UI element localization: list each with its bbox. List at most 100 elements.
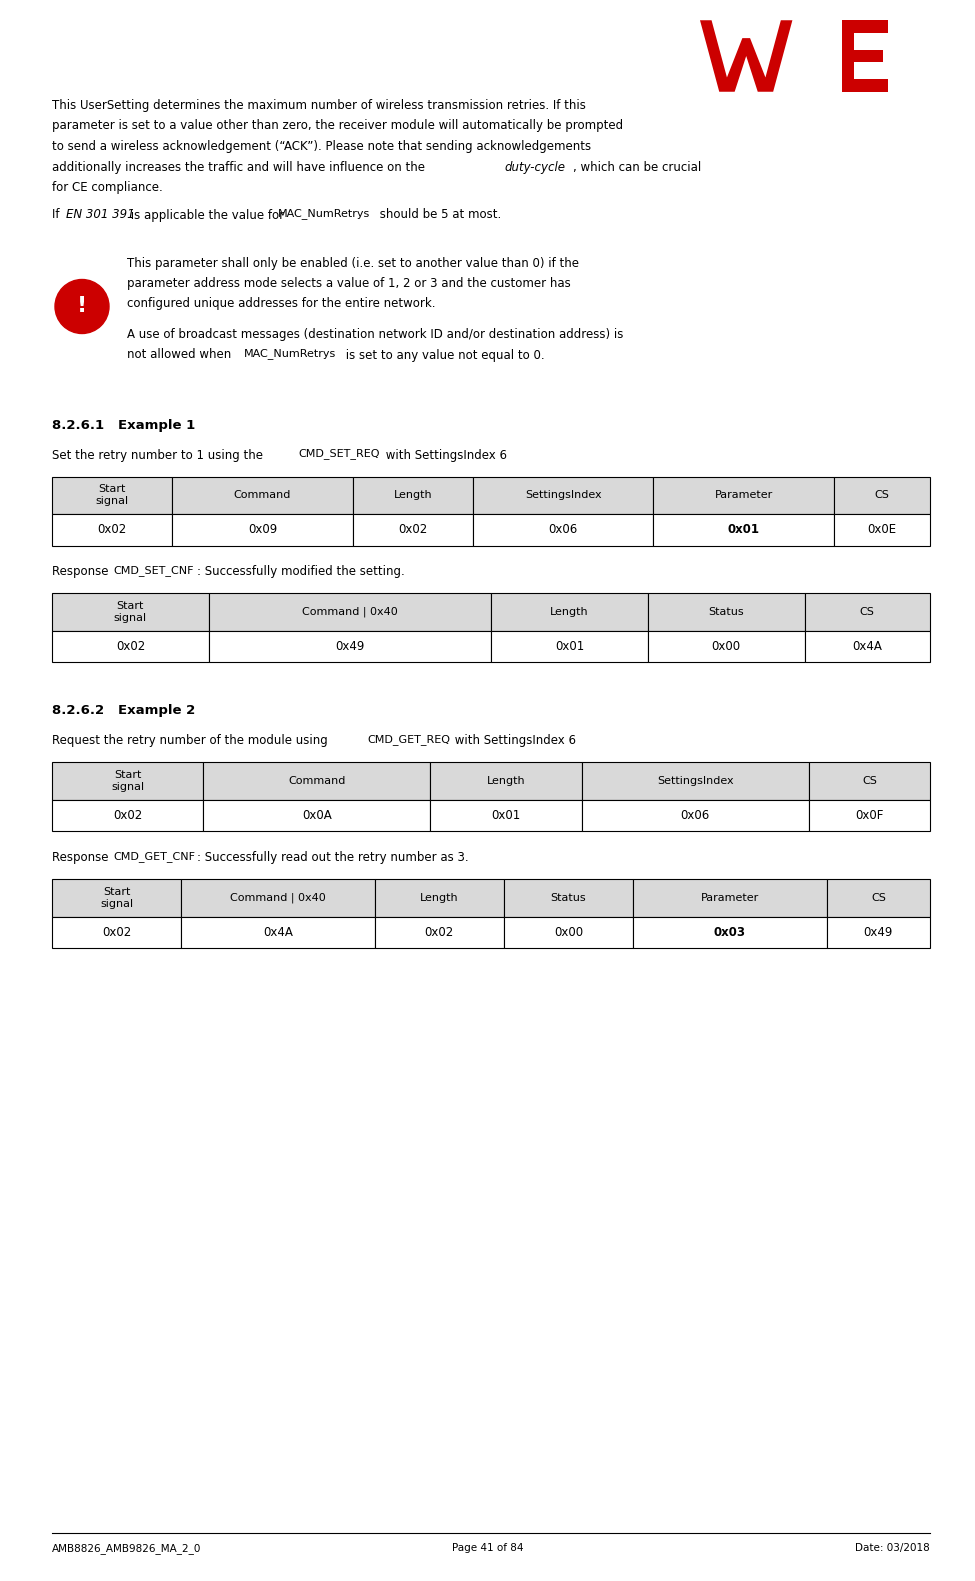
FancyBboxPatch shape [173, 514, 353, 545]
FancyBboxPatch shape [52, 476, 173, 514]
FancyBboxPatch shape [353, 514, 473, 545]
Text: is applicable the value for: is applicable the value for [127, 209, 288, 221]
FancyBboxPatch shape [52, 514, 173, 545]
Text: 0x4A: 0x4A [263, 926, 292, 939]
FancyBboxPatch shape [473, 476, 653, 514]
FancyBboxPatch shape [204, 762, 430, 800]
Text: CMD_SET_CNF: CMD_SET_CNF [114, 566, 194, 577]
FancyBboxPatch shape [52, 631, 209, 662]
Text: This parameter shall only be enabled (i.e. set to another value than 0) if the: This parameter shall only be enabled (i.… [127, 256, 579, 269]
Text: 0x49: 0x49 [864, 926, 893, 939]
FancyBboxPatch shape [52, 917, 181, 949]
FancyBboxPatch shape [582, 762, 809, 800]
FancyBboxPatch shape [173, 476, 353, 514]
Text: AMB8826_AMB9826_MA_2_0: AMB8826_AMB9826_MA_2_0 [52, 1543, 202, 1554]
FancyBboxPatch shape [430, 800, 582, 832]
Text: MAC_NumRetrys: MAC_NumRetrys [278, 209, 370, 220]
Text: Start
signal: Start signal [96, 484, 129, 506]
FancyBboxPatch shape [430, 762, 582, 800]
Text: Start
signal: Start signal [100, 887, 134, 909]
Text: 0x03: 0x03 [714, 926, 746, 939]
Text: SettingsIndex: SettingsIndex [525, 490, 602, 500]
FancyBboxPatch shape [633, 879, 827, 917]
Text: 0x49: 0x49 [335, 640, 365, 653]
FancyBboxPatch shape [374, 917, 504, 949]
Text: 0x01: 0x01 [555, 640, 584, 653]
FancyBboxPatch shape [827, 917, 930, 949]
FancyBboxPatch shape [204, 800, 430, 832]
Text: Request the retry number of the module using: Request the retry number of the module u… [52, 735, 335, 748]
Text: A use of broadcast messages (destination network ID and/or destination address) : A use of broadcast messages (destination… [127, 327, 623, 341]
Text: not allowed when: not allowed when [127, 348, 235, 362]
Text: Command | 0x40: Command | 0x40 [302, 607, 398, 618]
Text: Length: Length [420, 893, 458, 903]
FancyBboxPatch shape [52, 800, 204, 832]
Text: should be 5 at most.: should be 5 at most. [376, 209, 502, 221]
FancyBboxPatch shape [582, 800, 809, 832]
Text: Status: Status [709, 607, 744, 617]
Text: 0x01: 0x01 [727, 523, 760, 536]
Text: 0x02: 0x02 [113, 809, 142, 822]
Text: CMD_GET_REQ: CMD_GET_REQ [368, 735, 450, 745]
Text: 0x06: 0x06 [681, 809, 710, 822]
Text: 8.2.6.1   Example 1: 8.2.6.1 Example 1 [52, 419, 195, 432]
FancyBboxPatch shape [181, 917, 374, 949]
FancyBboxPatch shape [504, 917, 633, 949]
Text: 0x4A: 0x4A [852, 640, 882, 653]
Circle shape [55, 280, 109, 334]
Text: 8.2.6.2   Example 2: 8.2.6.2 Example 2 [52, 705, 195, 718]
FancyBboxPatch shape [827, 879, 930, 917]
Text: : Successfully modified the setting.: : Successfully modified the setting. [197, 566, 405, 579]
FancyBboxPatch shape [809, 762, 930, 800]
Text: 0x02: 0x02 [102, 926, 132, 939]
FancyBboxPatch shape [653, 514, 834, 545]
Text: CMD_GET_CNF: CMD_GET_CNF [114, 852, 196, 862]
FancyBboxPatch shape [809, 800, 930, 832]
FancyBboxPatch shape [491, 593, 647, 631]
FancyBboxPatch shape [647, 631, 804, 662]
Text: CS: CS [862, 776, 877, 786]
Text: for CE compliance.: for CE compliance. [52, 180, 163, 194]
Text: with SettingsIndex 6: with SettingsIndex 6 [450, 735, 575, 748]
Text: Length: Length [550, 607, 589, 617]
Polygon shape [842, 21, 888, 92]
FancyBboxPatch shape [633, 917, 827, 949]
Text: parameter is set to a value other than zero, the receiver module will automatica: parameter is set to a value other than z… [52, 120, 623, 133]
Text: Status: Status [551, 893, 586, 903]
Text: 0x0E: 0x0E [868, 523, 896, 536]
Text: MAC_NumRetrys: MAC_NumRetrys [244, 348, 335, 359]
FancyBboxPatch shape [834, 476, 930, 514]
FancyBboxPatch shape [52, 879, 181, 917]
FancyBboxPatch shape [374, 879, 504, 917]
Text: 0x0A: 0x0A [302, 809, 332, 822]
Text: Page 41 of 84: Page 41 of 84 [451, 1543, 524, 1553]
Text: Command | 0x40: Command | 0x40 [230, 893, 326, 903]
Text: Length: Length [487, 776, 526, 786]
Text: Command: Command [289, 776, 345, 786]
Text: to send a wireless acknowledgement (“ACK”). Please note that sending acknowledge: to send a wireless acknowledgement (“ACK… [52, 141, 591, 153]
Text: CS: CS [871, 893, 886, 903]
Text: Command: Command [234, 490, 292, 500]
Text: !: ! [77, 297, 87, 316]
Text: 0x02: 0x02 [398, 523, 427, 536]
Text: Set the retry number to 1 using the: Set the retry number to 1 using the [52, 449, 267, 462]
Text: 0x06: 0x06 [549, 523, 578, 536]
FancyBboxPatch shape [209, 631, 491, 662]
FancyBboxPatch shape [804, 593, 930, 631]
Text: CMD_SET_REQ: CMD_SET_REQ [298, 449, 380, 460]
Text: 0x01: 0x01 [491, 809, 521, 822]
Text: SettingsIndex: SettingsIndex [657, 776, 733, 786]
Text: Parameter: Parameter [701, 893, 759, 903]
Text: EN 301 391: EN 301 391 [66, 209, 136, 221]
FancyBboxPatch shape [52, 762, 204, 800]
Text: 0x02: 0x02 [116, 640, 145, 653]
Text: This UserSetting determines the maximum number of wireless transmission retries.: This UserSetting determines the maximum … [52, 100, 586, 112]
FancyBboxPatch shape [834, 514, 930, 545]
Text: CS: CS [860, 607, 875, 617]
Text: Response: Response [52, 852, 112, 865]
FancyBboxPatch shape [504, 879, 633, 917]
Text: Parameter: Parameter [715, 490, 773, 500]
Text: 0x09: 0x09 [248, 523, 277, 536]
Text: configured unique addresses for the entire network.: configured unique addresses for the enti… [127, 297, 436, 310]
FancyBboxPatch shape [647, 593, 804, 631]
